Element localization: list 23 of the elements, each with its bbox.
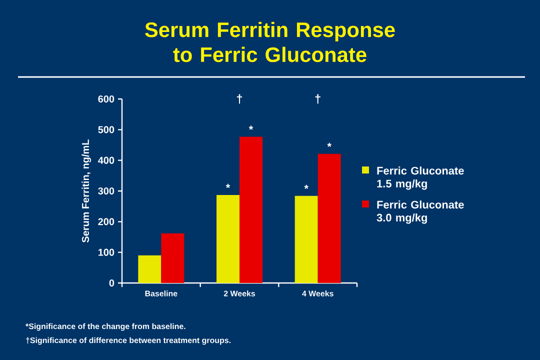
annotation: *	[327, 142, 332, 147]
y-tick-label: 200	[98, 218, 114, 226]
annotation: †	[236, 94, 242, 104]
y-tick-label: 0	[109, 279, 114, 287]
annotation: *	[226, 184, 230, 188]
annotation: †	[315, 94, 320, 104]
bar	[216, 194, 240, 283]
y-tick-label: 500	[98, 126, 114, 134]
bar	[240, 136, 263, 283]
y-axis-title: Serum Ferritin, ng/mL	[82, 140, 92, 242]
legend-label: Ferric Gluconate 3.0 mg/kg	[376, 200, 464, 224]
y-tick-label: 400	[98, 156, 114, 164]
annotation: *	[304, 184, 308, 189]
y-tick-label: 100	[98, 248, 114, 256]
annotation: *	[248, 126, 254, 130]
bar	[294, 196, 318, 283]
chart-title: Serum Ferritin Response to Ferric Gluconate	[145, 22, 395, 62]
bar	[161, 233, 184, 283]
legend-label: Ferric Gluconate 1.5 mg/kg	[377, 166, 464, 190]
bar	[318, 154, 341, 283]
bar	[138, 255, 162, 283]
y-tick-label: 300	[98, 187, 114, 195]
y-tick-label: 600	[98, 95, 114, 103]
